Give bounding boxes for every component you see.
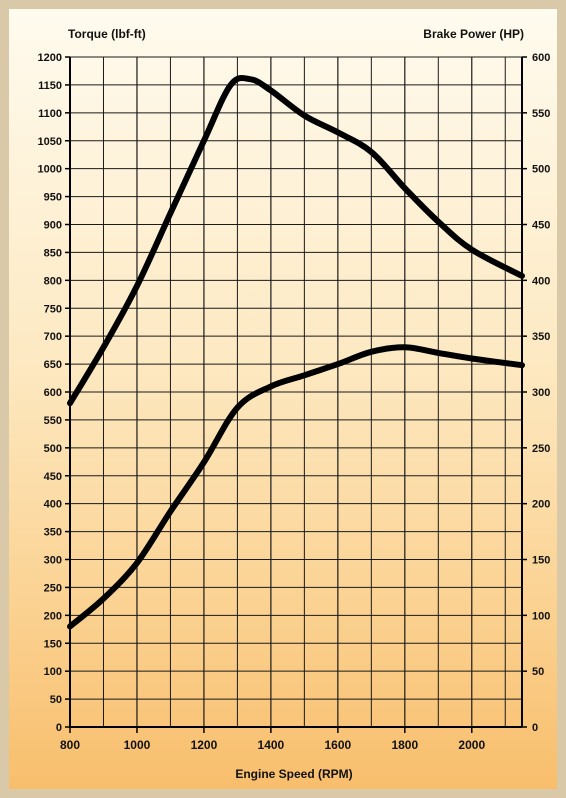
right-tick-label: 200 (532, 499, 550, 511)
series-group (67, 74, 525, 630)
left-tick-label: 400 (44, 499, 62, 511)
x-tick-label: 2000 (458, 738, 485, 752)
left-tick-label: 800 (44, 275, 62, 287)
x-tick-label: 1600 (325, 738, 352, 752)
left-axis-ticks: 0 50 100 150 200 250 300 350 400 450 500 550 600 650 7… (38, 52, 70, 734)
left-tick-label: 1150 (38, 80, 62, 92)
right-tick-label: 150 (532, 555, 550, 567)
left-tick-label: 350 (44, 527, 62, 539)
x-tick-label: 800 (60, 738, 80, 752)
right-tick-label: 500 (532, 164, 550, 176)
left-tick-label: 250 (44, 582, 62, 594)
grid (69, 56, 523, 728)
left-tick-label: 750 (44, 303, 62, 315)
right-tick-label: 400 (532, 275, 550, 287)
left-tick-label: 0 (56, 722, 62, 734)
left-tick-label: 300 (44, 555, 62, 567)
left-tick-label: 1200 (38, 52, 62, 64)
left-tick-label: 100 (44, 666, 62, 678)
left-tick-label: 200 (44, 610, 62, 622)
left-tick-label: 1050 (38, 136, 62, 148)
power-curve (67, 344, 525, 630)
x-axis-ticks: 800 1000 1200 1400 1600 1800 2000 (60, 727, 485, 752)
left-tick-label: 500 (44, 443, 62, 455)
x-axis-label: Engine Speed (RPM) (235, 767, 352, 781)
left-tick-label: 600 (44, 387, 62, 399)
left-tick-label: 950 (44, 192, 62, 204)
right-tick-label: 450 (532, 220, 550, 232)
left-tick-label: 850 (44, 247, 62, 259)
right-tick-label: 0 (532, 722, 538, 734)
x-tick-label: 1400 (258, 738, 285, 752)
right-axis-ticks: 0 50 100 150 200 250 300 350 400 450 500 550 600 (522, 52, 550, 734)
left-tick-label: 450 (44, 471, 62, 483)
left-axis-label: Torque (lbf-ft) (68, 27, 146, 41)
left-tick-label: 1000 (38, 164, 62, 176)
left-tick-label: 700 (44, 331, 62, 343)
x-tick-label: 1000 (124, 738, 151, 752)
x-tick-label: 1200 (191, 738, 218, 752)
left-tick-label: 1100 (38, 108, 62, 120)
right-tick-label: 550 (532, 108, 550, 120)
x-tick-label: 1800 (391, 738, 418, 752)
left-tick-label: 550 (44, 415, 62, 427)
left-tick-label: 900 (44, 220, 62, 232)
torque-curve (67, 74, 525, 407)
right-tick-label: 300 (532, 387, 550, 399)
left-tick-label: 50 (50, 694, 62, 706)
right-tick-label: 50 (532, 666, 544, 678)
right-tick-label: 600 (532, 52, 550, 64)
right-axis-label: Brake Power (HP) (423, 27, 524, 41)
right-tick-label: 250 (532, 443, 550, 455)
right-tick-label: 350 (532, 331, 550, 343)
left-tick-label: 650 (44, 359, 62, 371)
right-tick-label: 100 (532, 610, 550, 622)
left-tick-label: 150 (44, 638, 62, 650)
